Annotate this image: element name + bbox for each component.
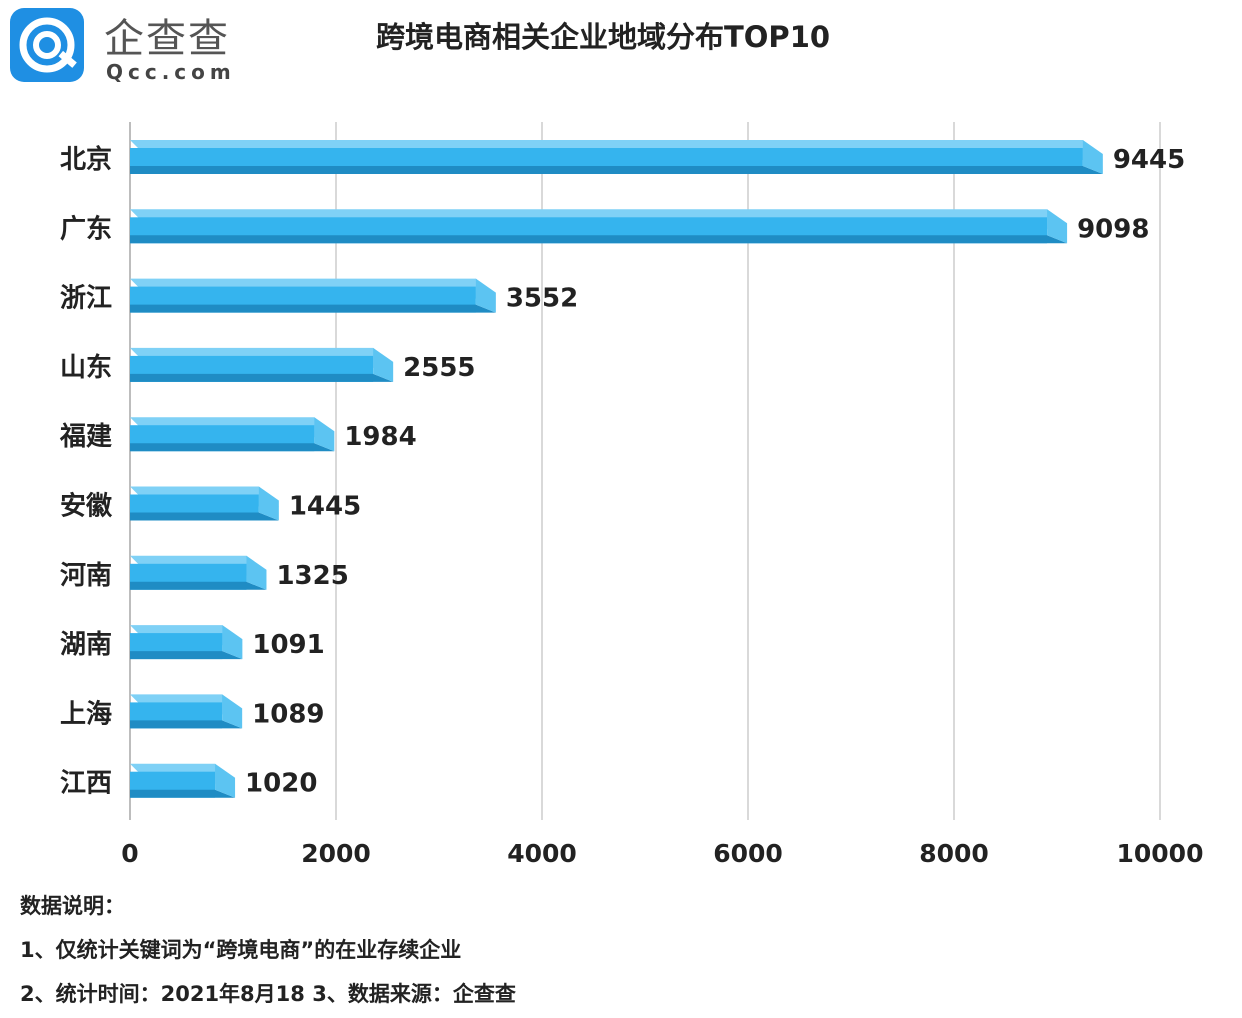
value-label: 1445	[289, 492, 361, 522]
category-label: 上海	[60, 699, 112, 729]
x-tick-label: 6000	[713, 839, 783, 868]
bar-end-face	[246, 555, 267, 590]
bar-bottom-face	[130, 235, 1068, 244]
bar-end-face	[222, 694, 243, 729]
bar	[130, 625, 243, 660]
category-label: 广东	[60, 213, 112, 244]
x-tick-label: 10000	[1117, 839, 1204, 868]
notes-line-1: 1、仅统计关键词为“跨境电商”的在业存续企业	[20, 938, 462, 962]
x-tick-label: 2000	[301, 839, 371, 868]
chart-title: 跨境电商相关企业地域分布TOP10	[376, 20, 831, 54]
notes-heading: 数据说明：	[20, 894, 125, 918]
bar	[130, 763, 236, 798]
bar	[130, 347, 394, 382]
bar-end-face	[475, 278, 496, 313]
qcc-logo-icon	[10, 8, 84, 82]
data-notes: 数据说明： 1、仅统计关键词为“跨境电商”的在业存续企业 2、统计时间：2021…	[20, 884, 516, 1016]
logo-en-text: Qcc.com	[106, 60, 236, 84]
bar	[130, 555, 267, 590]
value-label: 3552	[506, 284, 578, 314]
bar-end-face	[1047, 209, 1068, 244]
value-labels: 9445 9098 3552 2555 1984 1445 1325 1091 1089 1020	[245, 145, 1185, 799]
value-label: 9445	[1113, 145, 1185, 175]
bars	[130, 140, 1103, 798]
bar-bottom-face	[130, 166, 1103, 174]
bar-bottom-face	[130, 304, 496, 313]
bar	[130, 140, 1103, 174]
value-label: 1325	[276, 561, 348, 591]
x-tick-label: 0	[121, 839, 138, 868]
category-label: 北京	[60, 144, 112, 175]
category-label: 山东	[60, 352, 112, 383]
x-tick-label: 8000	[919, 839, 989, 868]
category-label: 河南	[60, 561, 112, 591]
bar-end-face	[222, 625, 243, 660]
value-label: 1020	[245, 769, 317, 799]
category-label: 福建	[59, 422, 112, 452]
bar	[130, 417, 335, 452]
category-label: 湖南	[60, 630, 112, 660]
category-label: 江西	[60, 769, 112, 799]
bar-bottom-face	[130, 512, 279, 521]
category-label: 安徽	[60, 492, 113, 522]
value-label: 1984	[344, 422, 416, 452]
bar-bottom-face	[130, 581, 267, 590]
bar-end-face	[373, 347, 394, 382]
notes-line-2: 2、统计时间：2021年8月18 3、数据来源：企查查	[20, 982, 516, 1006]
bar-bottom-face	[130, 789, 236, 798]
qcc-logo: 企查查 Qcc.com	[10, 8, 240, 86]
category-label: 浙江	[60, 284, 112, 314]
bar	[130, 694, 243, 729]
bar-bottom-face	[130, 373, 394, 382]
bar	[130, 278, 496, 313]
x-tick-label: 4000	[507, 839, 577, 868]
bar-end-face	[314, 417, 335, 452]
value-label: 2555	[403, 353, 475, 383]
value-label: 1091	[252, 630, 324, 660]
bar	[130, 486, 279, 521]
bar	[130, 209, 1068, 244]
logo-cn-text: 企查查	[104, 16, 230, 62]
bar-bottom-face	[130, 443, 335, 452]
x-tick-labels: 0 2000 4000 6000 8000 10000	[121, 839, 1203, 868]
bar-end-face	[1082, 140, 1103, 174]
bar-end-face	[258, 486, 279, 521]
value-label: 1089	[252, 699, 324, 729]
value-label: 9098	[1077, 214, 1149, 244]
bar-end-face	[215, 763, 236, 798]
bar-bottom-face	[130, 720, 243, 729]
bar-bottom-face	[130, 651, 243, 660]
